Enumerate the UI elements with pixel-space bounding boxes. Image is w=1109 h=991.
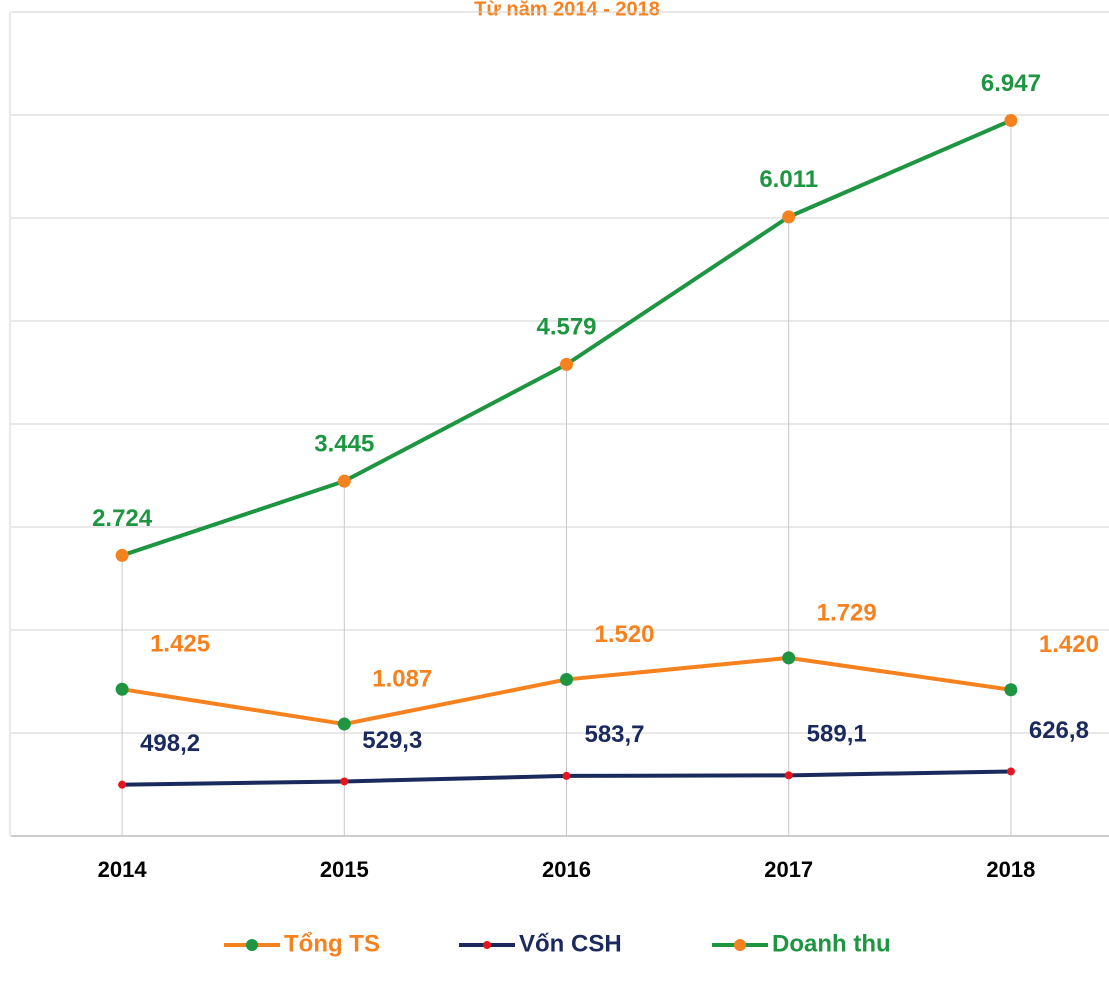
x-tick-label: 2016 — [542, 857, 591, 882]
legend-label: Tổng TS — [284, 930, 380, 957]
data-point — [340, 777, 349, 786]
legend-marker — [734, 939, 746, 951]
x-tick-label: 2015 — [320, 857, 369, 882]
data-label: 4.579 — [536, 314, 596, 341]
data-label: 2.724 — [92, 505, 153, 532]
x-tick-label: 2017 — [764, 857, 813, 882]
legend-marker — [246, 939, 258, 951]
data-label: 3.445 — [314, 431, 374, 458]
data-point — [1004, 683, 1018, 697]
data-point — [782, 651, 796, 665]
legend-label: Doanh thu — [772, 930, 891, 957]
data-point — [560, 357, 573, 371]
data-label: 529,3 — [362, 727, 422, 754]
data-point — [784, 771, 793, 780]
data-point — [782, 210, 796, 224]
data-point — [562, 771, 571, 780]
data-point — [560, 672, 573, 686]
data-label: 1.420 — [1039, 631, 1099, 658]
data-label: 1.520 — [594, 621, 654, 648]
data-point — [115, 548, 129, 562]
data-label: 1.425 — [150, 631, 210, 658]
data-label: 498,2 — [140, 730, 200, 757]
chart-title: Từ năm 2014 - 2018 — [474, 0, 660, 20]
data-label: 1.729 — [817, 599, 877, 626]
data-label: 1.087 — [372, 665, 432, 692]
x-tick-label: 2014 — [98, 857, 148, 882]
data-point — [1006, 767, 1015, 776]
legend-label: Vốn CSH — [519, 930, 622, 957]
data-label: 6.011 — [759, 166, 818, 193]
data-point — [337, 717, 351, 731]
legend-marker — [483, 941, 491, 949]
data-label: 583,7 — [584, 721, 644, 748]
data-label: 6.947 — [981, 70, 1041, 97]
data-point — [115, 682, 129, 696]
data-label: 589,1 — [807, 721, 867, 748]
data-label: 626,8 — [1029, 717, 1089, 744]
data-point — [1004, 113, 1018, 127]
data-point — [337, 474, 351, 488]
x-tick-label: 2018 — [986, 857, 1035, 882]
data-point — [118, 780, 127, 789]
